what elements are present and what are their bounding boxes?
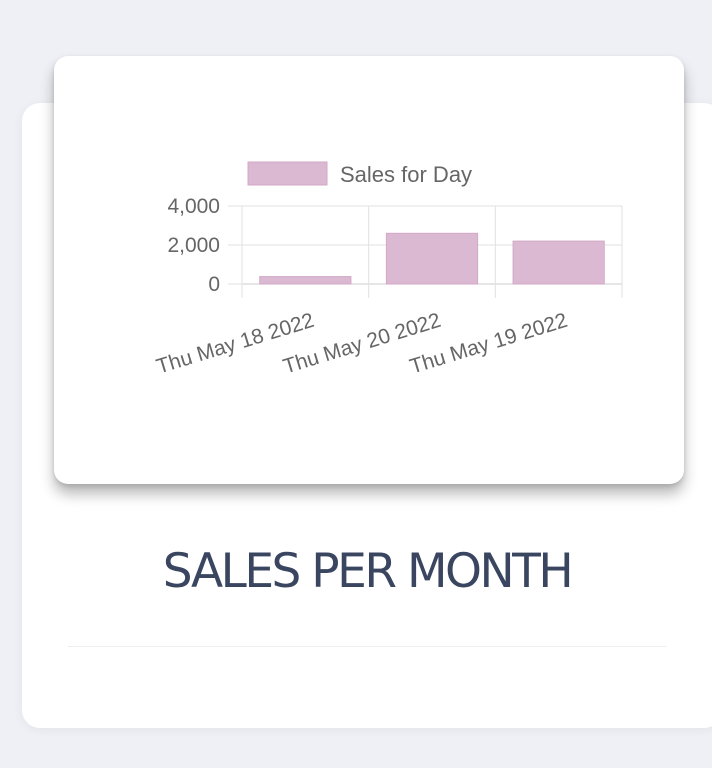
- chart-card: Sales for Day 0 2,000 4,000 Thu May 18 2022 T…: [54, 56, 684, 484]
- divider: [68, 646, 666, 647]
- legend-swatch: [248, 162, 327, 185]
- legend-label: Sales for Day: [340, 162, 472, 187]
- bar: [513, 241, 604, 284]
- bar: [260, 277, 351, 284]
- y-tick-label: 0: [208, 273, 220, 296]
- y-tick-label: 2,000: [167, 234, 220, 257]
- bar: [386, 233, 477, 284]
- card-title: SALES PER MONTH: [22, 540, 712, 604]
- y-tick-label: 4,000: [167, 195, 220, 218]
